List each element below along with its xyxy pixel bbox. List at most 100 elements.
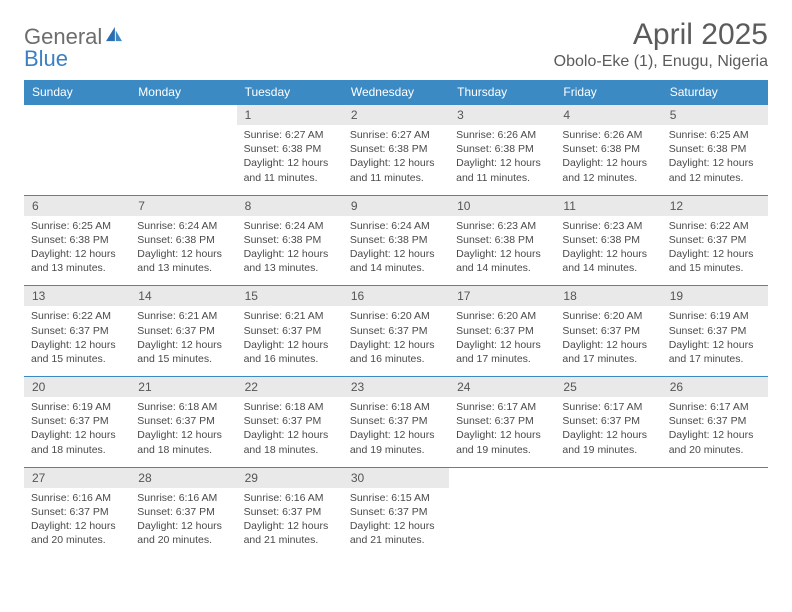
day-cell: 17Sunrise: 6:20 AMSunset: 6:37 PMDayligh… — [449, 286, 555, 377]
day-cell: 2Sunrise: 6:27 AMSunset: 6:38 PMDaylight… — [343, 105, 449, 196]
day-details: Sunrise: 6:20 AMSunset: 6:37 PMDaylight:… — [343, 306, 449, 376]
day-details: Sunrise: 6:19 AMSunset: 6:37 PMDaylight:… — [24, 397, 130, 467]
day-cell: 19Sunrise: 6:19 AMSunset: 6:37 PMDayligh… — [662, 286, 768, 377]
day-cell: 18Sunrise: 6:20 AMSunset: 6:37 PMDayligh… — [555, 286, 661, 377]
day-cell: 6Sunrise: 6:25 AMSunset: 6:38 PMDaylight… — [24, 195, 130, 286]
day-details: Sunrise: 6:16 AMSunset: 6:37 PMDaylight:… — [237, 488, 343, 558]
day-number: 14 — [130, 286, 236, 306]
day-cell: 3Sunrise: 6:26 AMSunset: 6:38 PMDaylight… — [449, 105, 555, 196]
day-number: 6 — [24, 196, 130, 216]
day-details: Sunrise: 6:20 AMSunset: 6:37 PMDaylight:… — [449, 306, 555, 376]
day-details: Sunrise: 6:25 AMSunset: 6:38 PMDaylight:… — [24, 216, 130, 286]
day-number: 30 — [343, 468, 449, 488]
day-cell: 9Sunrise: 6:24 AMSunset: 6:38 PMDaylight… — [343, 195, 449, 286]
day-details: Sunrise: 6:22 AMSunset: 6:37 PMDaylight:… — [24, 306, 130, 376]
day-number: 5 — [662, 105, 768, 125]
day-number: 8 — [237, 196, 343, 216]
day-details: Sunrise: 6:17 AMSunset: 6:37 PMDaylight:… — [662, 397, 768, 467]
day-cell: 12Sunrise: 6:22 AMSunset: 6:37 PMDayligh… — [662, 195, 768, 286]
day-details: Sunrise: 6:23 AMSunset: 6:38 PMDaylight:… — [555, 216, 661, 286]
week-row: 27Sunrise: 6:16 AMSunset: 6:37 PMDayligh… — [24, 467, 768, 557]
day-details: Sunrise: 6:18 AMSunset: 6:37 PMDaylight:… — [343, 397, 449, 467]
day-number: 13 — [24, 286, 130, 306]
dayname-mon: Monday — [130, 80, 236, 105]
day-number: 17 — [449, 286, 555, 306]
day-number: 2 — [343, 105, 449, 125]
day-cell: 26Sunrise: 6:17 AMSunset: 6:37 PMDayligh… — [662, 377, 768, 468]
day-cell: 21Sunrise: 6:18 AMSunset: 6:37 PMDayligh… — [130, 377, 236, 468]
dayname-sat: Saturday — [662, 80, 768, 105]
day-details: Sunrise: 6:16 AMSunset: 6:37 PMDaylight:… — [24, 488, 130, 558]
day-details: Sunrise: 6:19 AMSunset: 6:37 PMDaylight:… — [662, 306, 768, 376]
day-details: Sunrise: 6:17 AMSunset: 6:37 PMDaylight:… — [449, 397, 555, 467]
day-details: Sunrise: 6:17 AMSunset: 6:37 PMDaylight:… — [555, 397, 661, 467]
day-cell: 22Sunrise: 6:18 AMSunset: 6:37 PMDayligh… — [237, 377, 343, 468]
day-number: 24 — [449, 377, 555, 397]
dayname-thu: Thursday — [449, 80, 555, 105]
day-details: Sunrise: 6:27 AMSunset: 6:38 PMDaylight:… — [343, 125, 449, 195]
day-cell: 8Sunrise: 6:24 AMSunset: 6:38 PMDaylight… — [237, 195, 343, 286]
day-cell — [555, 467, 661, 557]
day-details: Sunrise: 6:21 AMSunset: 6:37 PMDaylight:… — [130, 306, 236, 376]
day-number: 10 — [449, 196, 555, 216]
day-details: Sunrise: 6:22 AMSunset: 6:37 PMDaylight:… — [662, 216, 768, 286]
day-number: 21 — [130, 377, 236, 397]
day-number: 23 — [343, 377, 449, 397]
day-number: 9 — [343, 196, 449, 216]
week-row: 20Sunrise: 6:19 AMSunset: 6:37 PMDayligh… — [24, 377, 768, 468]
day-details: Sunrise: 6:25 AMSunset: 6:38 PMDaylight:… — [662, 125, 768, 195]
day-details: Sunrise: 6:26 AMSunset: 6:38 PMDaylight:… — [555, 125, 661, 195]
day-cell: 23Sunrise: 6:18 AMSunset: 6:37 PMDayligh… — [343, 377, 449, 468]
day-cell: 27Sunrise: 6:16 AMSunset: 6:37 PMDayligh… — [24, 467, 130, 557]
dayname-sun: Sunday — [24, 80, 130, 105]
day-details: Sunrise: 6:24 AMSunset: 6:38 PMDaylight:… — [237, 216, 343, 286]
logo: GeneralBlue — [24, 18, 123, 72]
week-row: 1Sunrise: 6:27 AMSunset: 6:38 PMDaylight… — [24, 105, 768, 196]
day-number: 4 — [555, 105, 661, 125]
day-cell: 5Sunrise: 6:25 AMSunset: 6:38 PMDaylight… — [662, 105, 768, 196]
day-cell: 11Sunrise: 6:23 AMSunset: 6:38 PMDayligh… — [555, 195, 661, 286]
calendar-page: GeneralBlue April 2025 Obolo-Eke (1), En… — [0, 0, 792, 575]
location: Obolo-Eke (1), Enugu, Nigeria — [554, 53, 768, 71]
day-cell: 7Sunrise: 6:24 AMSunset: 6:38 PMDaylight… — [130, 195, 236, 286]
dayname-wed: Wednesday — [343, 80, 449, 105]
day-cell — [449, 467, 555, 557]
day-cell — [662, 467, 768, 557]
day-details: Sunrise: 6:18 AMSunset: 6:37 PMDaylight:… — [130, 397, 236, 467]
day-cell: 14Sunrise: 6:21 AMSunset: 6:37 PMDayligh… — [130, 286, 236, 377]
day-cell: 29Sunrise: 6:16 AMSunset: 6:37 PMDayligh… — [237, 467, 343, 557]
day-number: 7 — [130, 196, 236, 216]
day-details: Sunrise: 6:23 AMSunset: 6:38 PMDaylight:… — [449, 216, 555, 286]
day-number: 3 — [449, 105, 555, 125]
day-number: 19 — [662, 286, 768, 306]
day-number: 29 — [237, 468, 343, 488]
day-cell: 15Sunrise: 6:21 AMSunset: 6:37 PMDayligh… — [237, 286, 343, 377]
month-title: April 2025 — [554, 18, 768, 51]
title-block: April 2025 Obolo-Eke (1), Enugu, Nigeria — [554, 18, 768, 71]
day-number: 16 — [343, 286, 449, 306]
week-row: 13Sunrise: 6:22 AMSunset: 6:37 PMDayligh… — [24, 286, 768, 377]
day-number: 1 — [237, 105, 343, 125]
day-cell: 10Sunrise: 6:23 AMSunset: 6:38 PMDayligh… — [449, 195, 555, 286]
logo-sail-icon — [105, 26, 123, 47]
day-details: Sunrise: 6:21 AMSunset: 6:37 PMDaylight:… — [237, 306, 343, 376]
day-cell: 24Sunrise: 6:17 AMSunset: 6:37 PMDayligh… — [449, 377, 555, 468]
day-number: 28 — [130, 468, 236, 488]
day-details: Sunrise: 6:20 AMSunset: 6:37 PMDaylight:… — [555, 306, 661, 376]
dayname-tue: Tuesday — [237, 80, 343, 105]
day-cell: 30Sunrise: 6:15 AMSunset: 6:37 PMDayligh… — [343, 467, 449, 557]
day-number: 26 — [662, 377, 768, 397]
day-details: Sunrise: 6:16 AMSunset: 6:37 PMDaylight:… — [130, 488, 236, 558]
calendar-table: Sunday Monday Tuesday Wednesday Thursday… — [24, 80, 768, 557]
day-cell: 13Sunrise: 6:22 AMSunset: 6:37 PMDayligh… — [24, 286, 130, 377]
day-details: Sunrise: 6:24 AMSunset: 6:38 PMDaylight:… — [343, 216, 449, 286]
dayname-fri: Friday — [555, 80, 661, 105]
day-number: 15 — [237, 286, 343, 306]
day-details: Sunrise: 6:24 AMSunset: 6:38 PMDaylight:… — [130, 216, 236, 286]
day-number: 12 — [662, 196, 768, 216]
day-number: 27 — [24, 468, 130, 488]
day-details: Sunrise: 6:27 AMSunset: 6:38 PMDaylight:… — [237, 125, 343, 195]
day-cell: 4Sunrise: 6:26 AMSunset: 6:38 PMDaylight… — [555, 105, 661, 196]
day-number: 20 — [24, 377, 130, 397]
day-cell: 28Sunrise: 6:16 AMSunset: 6:37 PMDayligh… — [130, 467, 236, 557]
